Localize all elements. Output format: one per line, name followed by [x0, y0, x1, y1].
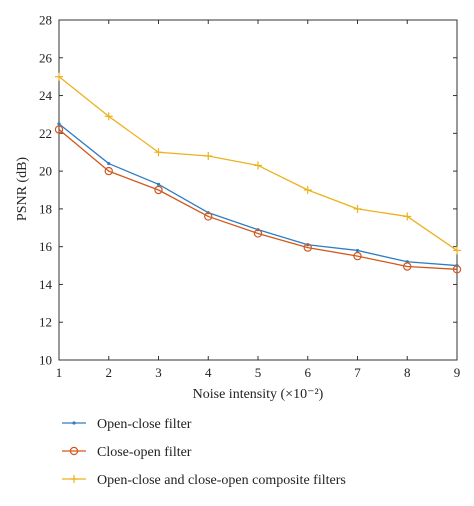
- x-tick-label: 6: [305, 365, 312, 380]
- data-point: [353, 251, 362, 261]
- data-point: [55, 72, 63, 81]
- series-2: [54, 125, 462, 274]
- legend-label: Close-open filter: [97, 445, 192, 460]
- data-point: [54, 125, 64, 134]
- x-tick-label: 9: [454, 365, 461, 380]
- series-line: [58, 129, 458, 270]
- x-tick-label: 8: [404, 365, 411, 380]
- y-tick-label: 28: [39, 13, 52, 28]
- legend-marker: [70, 475, 78, 483]
- data-point: [204, 212, 213, 221]
- legend-item: Open-close filter: [62, 417, 192, 432]
- y-tick-label: 16: [39, 239, 53, 254]
- legend-label: Open-close filter: [97, 417, 192, 432]
- y-tick-label: 24: [39, 88, 53, 103]
- data-point: [355, 248, 360, 253]
- data-point: [104, 166, 113, 176]
- x-tick-label: 3: [155, 365, 162, 380]
- data-point: [154, 185, 163, 195]
- legend: Open-close filter Close-open filter Open-c…: [62, 417, 346, 488]
- data-point: [303, 243, 312, 252]
- data-point: [453, 246, 461, 255]
- data-point: [254, 161, 262, 170]
- y-tick-label: 26: [39, 50, 53, 65]
- x-tick-label: 2: [106, 365, 113, 380]
- legend-item: Open-close and close-open composite filt…: [62, 473, 346, 488]
- x-tick-label: 1: [56, 365, 63, 380]
- y-tick-label: 12: [39, 315, 52, 330]
- legend-marker: [69, 446, 79, 456]
- x-tick-label: 4: [205, 365, 212, 380]
- data-point: [403, 262, 412, 271]
- y-axis-label: PSNR (dB): [15, 157, 30, 222]
- series-3: [55, 72, 461, 255]
- legend-item: Close-open filter: [62, 445, 192, 460]
- legend-label: Open-close and close-open composite filt…: [97, 473, 346, 488]
- data-point: [303, 186, 312, 194]
- x-axis-label: Noise intensity (×10⁻²): [193, 387, 324, 402]
- data-point: [154, 148, 163, 157]
- data-point: [403, 212, 412, 221]
- data-point: [57, 122, 61, 126]
- y-tick-label: 18: [39, 201, 52, 216]
- y-tick-label: 22: [39, 126, 52, 141]
- data-point: [107, 161, 111, 166]
- data-point: [156, 182, 161, 186]
- y-tick-label: 10: [39, 353, 52, 368]
- data-point: [353, 204, 362, 213]
- data-point: [253, 229, 263, 238]
- legend-marker: [72, 421, 76, 425]
- y-tick-label: 20: [39, 164, 52, 179]
- data-point: [452, 265, 462, 274]
- data-point: [104, 112, 113, 121]
- x-tick-label: 5: [255, 365, 262, 380]
- x-tick-label: 7: [354, 365, 361, 380]
- y-tick-label: 14: [39, 277, 53, 292]
- data-point: [204, 152, 213, 160]
